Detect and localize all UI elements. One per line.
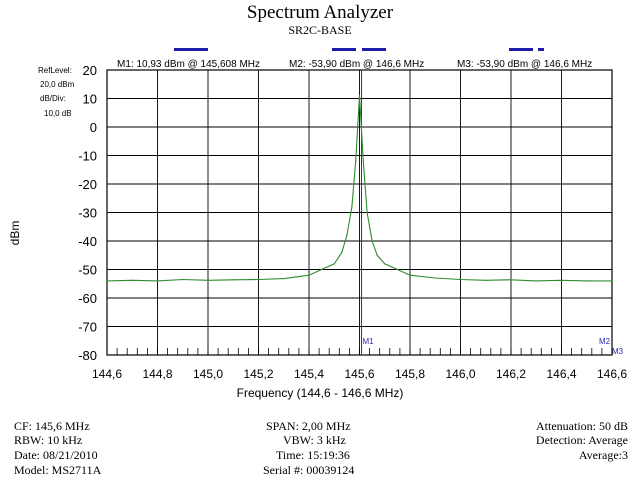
footer-span: SPAN: 2,00 MHz bbox=[266, 419, 351, 433]
x-tick-label: 145,2 bbox=[243, 367, 273, 381]
x-tick-label: 145,0 bbox=[193, 367, 223, 381]
trace-point bbox=[232, 279, 234, 281]
db-div-value: 10,0 dB bbox=[44, 109, 72, 118]
trace-point bbox=[346, 234, 348, 236]
trace-point bbox=[371, 240, 373, 242]
trace-point bbox=[586, 280, 588, 282]
footer-rbw: RBW: 10 kHz bbox=[14, 433, 83, 447]
footer-model: Model: MS2711A bbox=[14, 463, 102, 477]
marker-tag-m2: M2 bbox=[599, 337, 611, 346]
footer-attenuation: Attenuation: 50 dB bbox=[536, 419, 628, 433]
y-tick-label: -40 bbox=[78, 234, 97, 249]
trace-point bbox=[459, 278, 462, 281]
x-tick-label: 145,8 bbox=[395, 367, 425, 381]
footer-detection: Detection: Average bbox=[535, 433, 628, 447]
trace-point bbox=[207, 279, 209, 281]
marker-indicator-m3b bbox=[538, 48, 544, 51]
footer-vbw: VBW: 3 kHz bbox=[283, 433, 346, 447]
trace-point bbox=[485, 279, 487, 281]
trace-point bbox=[106, 280, 108, 282]
trace-point bbox=[358, 95, 361, 97]
chart-subtitle: SR2C-BASE bbox=[288, 23, 352, 37]
marker-readout-m3: M3: -53,90 dBm @ 146,6 MHz bbox=[457, 59, 593, 70]
x-tick-label: 145,6 bbox=[344, 367, 374, 381]
ref-level-label: RefLevel: bbox=[38, 66, 72, 75]
footer-serial: Serial #: 00039124 bbox=[263, 463, 355, 477]
trace-point bbox=[257, 278, 260, 281]
marker-indicator-m1 bbox=[174, 48, 208, 51]
trace-point bbox=[333, 263, 335, 265]
trace-point bbox=[283, 278, 285, 280]
x-tick-label: 144,8 bbox=[142, 367, 172, 381]
ref-level-value: 20,0 dBm bbox=[40, 80, 75, 89]
footer-cf: CF: 145,6 MHz bbox=[14, 419, 90, 433]
footer-average: Average:3 bbox=[578, 448, 628, 462]
marker-tag-m3: M3 bbox=[612, 347, 624, 356]
x-tick-label: 144,6 bbox=[92, 367, 122, 381]
trace-point bbox=[510, 279, 512, 281]
y-tick-label: -80 bbox=[78, 348, 97, 363]
trace-point bbox=[409, 274, 411, 276]
trace-point bbox=[535, 280, 537, 282]
x-tick-label: 146,2 bbox=[496, 367, 526, 381]
x-axis-title: Frequency (144,6 - 146,6 MHz) bbox=[236, 386, 404, 400]
x-tick-label: 145,4 bbox=[294, 367, 324, 381]
trace-point bbox=[355, 160, 357, 162]
db-div-label: dB/Div: bbox=[40, 94, 66, 103]
y-tick-label: -10 bbox=[78, 149, 97, 164]
trace-point bbox=[341, 251, 343, 253]
trace-point bbox=[560, 279, 563, 281]
trace-point bbox=[376, 254, 378, 256]
chart-title: Spectrum Analyzer bbox=[246, 2, 394, 23]
y-tick-label: -60 bbox=[78, 291, 97, 306]
y-tick-label: 10 bbox=[83, 92, 97, 107]
marker-readout-m2: M2: -53,90 dBm @ 146,6 MHz bbox=[289, 59, 425, 70]
trace-point bbox=[396, 268, 398, 271]
trace-point bbox=[611, 280, 613, 282]
marker-indicator-m3 bbox=[509, 48, 533, 51]
trace-point bbox=[362, 160, 364, 162]
x-tick-label: 146,6 bbox=[597, 367, 627, 381]
trace-point bbox=[182, 278, 184, 281]
trace-point bbox=[308, 274, 310, 276]
marker-indicator-m2b bbox=[362, 48, 386, 51]
trace-point bbox=[434, 277, 436, 279]
footer-date: Date: 08/21/2010 bbox=[14, 448, 98, 462]
y-tick-label: -70 bbox=[78, 320, 97, 335]
x-tick-label: 146,4 bbox=[546, 367, 576, 381]
trace-point bbox=[351, 206, 353, 208]
footer-time: Time: 15:19:36 bbox=[276, 448, 350, 462]
trace-point bbox=[131, 279, 133, 281]
y-tick-label: 0 bbox=[90, 120, 97, 135]
y-tick-label: -30 bbox=[78, 206, 97, 221]
marker-readout-m1: M1: 10,93 dBm @ 145,608 MHz bbox=[117, 59, 260, 70]
trace-point bbox=[384, 263, 386, 265]
trace-point bbox=[366, 211, 368, 214]
y-tick-label: -50 bbox=[78, 263, 97, 278]
marker-tag-m1: M1 bbox=[363, 337, 375, 346]
marker-indicator-m2 bbox=[332, 48, 356, 51]
y-tick-label: -20 bbox=[78, 177, 97, 192]
x-tick-label: 146,0 bbox=[445, 367, 475, 381]
trace-point bbox=[321, 268, 323, 271]
trace-point bbox=[156, 280, 159, 282]
y-tick-label: 20 bbox=[83, 63, 97, 78]
